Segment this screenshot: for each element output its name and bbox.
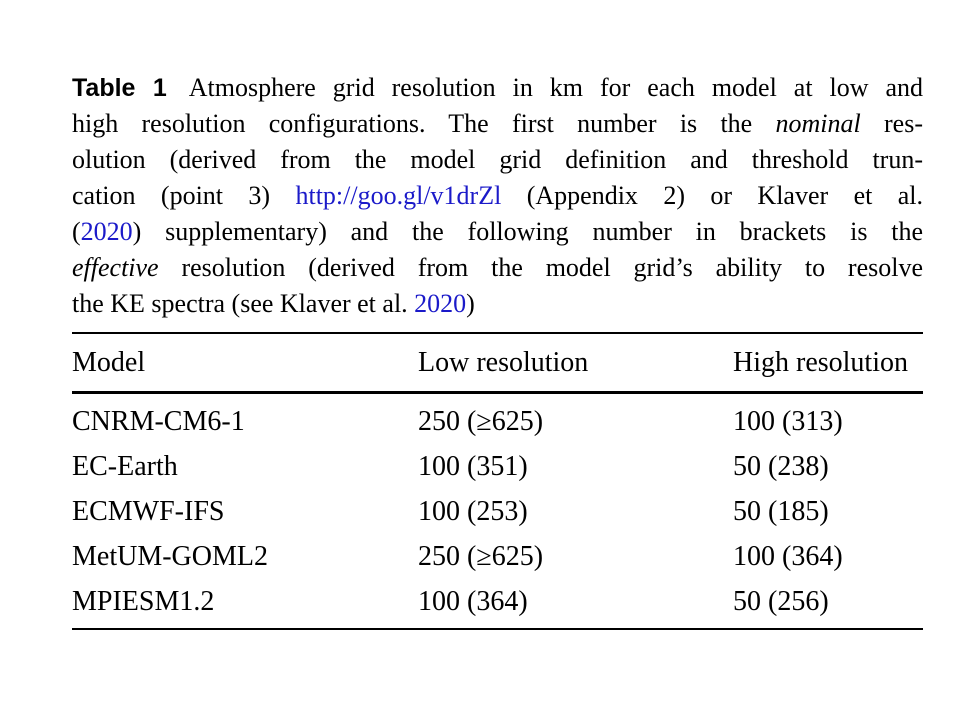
- table-row: MPIESM1.2 100 (364) 50 (256): [72, 579, 923, 624]
- caption-text: (Appendix 2) or Klaver et al.: [501, 181, 923, 210]
- table-row: EC-Earth 100 (351) 50 (238): [72, 444, 923, 489]
- low-resolution-cell: 250 (≥625): [418, 540, 544, 572]
- url-link[interactable]: http://goo.gl/v1drZl: [295, 181, 502, 210]
- model-name-cell: MPIESM1.2: [72, 585, 215, 617]
- caption-line-3: olution (derived from the model grid def…: [72, 142, 923, 178]
- caption-line-1: Table 1 Atmosphere grid resolution in km …: [72, 70, 923, 106]
- table-row: ECMWF-IFS 100 (253) 50 (185): [72, 489, 923, 534]
- caption-line-4: cation (point 3) http://goo.gl/v1drZl (A…: [72, 178, 923, 214]
- column-header-model: Model: [72, 346, 146, 378]
- column-header-low-resolution: Low resolution: [418, 346, 589, 378]
- table-block: Table 1 Atmosphere grid resolution in km …: [72, 70, 923, 630]
- resolution-table: Model Low resolution High resolution CNR…: [72, 332, 923, 630]
- table-body: CNRM-CM6-1 250 (≥625) 100 (313) EC-Earth…: [72, 394, 923, 628]
- caption-line-5: (2020) supplementary) and the following …: [72, 214, 923, 250]
- high-resolution-cell: 50 (238): [733, 450, 829, 482]
- caption-text: cation (point 3): [72, 181, 296, 210]
- table-caption: Table 1 Atmosphere grid resolution in km …: [72, 70, 923, 322]
- table-header-rule: [72, 391, 923, 394]
- table-row: CNRM-CM6-1 250 (≥625) 100 (313): [72, 399, 923, 444]
- caption-text: the KE spectra (see Klaver et al.: [72, 289, 415, 318]
- caption-text: olution (derived from the model grid def…: [72, 145, 923, 174]
- high-resolution-cell: 50 (256): [733, 585, 829, 617]
- caption-line-6: effective resolution (derived from the m…: [72, 250, 923, 286]
- caption-text: high resolution configurations. The firs…: [72, 109, 776, 138]
- nominal-emphasis: nominal: [775, 109, 861, 138]
- high-resolution-cell: 100 (364): [733, 540, 843, 572]
- citation-year-link[interactable]: 2020: [80, 217, 133, 246]
- model-name-cell: ECMWF-IFS: [72, 495, 225, 527]
- model-name-cell: EC-Earth: [72, 450, 178, 482]
- low-resolution-cell: 100 (253): [418, 495, 528, 527]
- caption-text: ) supplementary) and the following numbe…: [132, 217, 923, 246]
- table-bottom-rule: [72, 628, 923, 630]
- caption-line-7: the KE spectra (see Klaver et al. 2020): [72, 286, 923, 322]
- caption-text: ): [466, 289, 475, 318]
- high-resolution-cell: 50 (185): [733, 495, 829, 527]
- caption-text: Atmosphere grid resolution in km for eac…: [188, 73, 924, 102]
- effective-emphasis: effective: [72, 253, 159, 282]
- table-header-row: Model Low resolution High resolution: [72, 334, 923, 391]
- caption-text: resolution (derived from the model grid’…: [158, 253, 923, 282]
- column-header-high-resolution: High resolution: [733, 346, 908, 378]
- model-name-cell: MetUM-GOML2: [72, 540, 268, 572]
- citation-year-link[interactable]: 2020: [414, 289, 467, 318]
- table-row: MetUM-GOML2 250 (≥625) 100 (364): [72, 534, 923, 579]
- caption-line-2: high resolution configurations. The firs…: [72, 106, 923, 142]
- model-name-cell: CNRM-CM6-1: [72, 405, 245, 437]
- caption-text: res-: [860, 109, 923, 138]
- low-resolution-cell: 250 (≥625): [418, 405, 544, 437]
- table-top-rule: [72, 332, 923, 334]
- low-resolution-cell: 100 (364): [418, 585, 528, 617]
- high-resolution-cell: 100 (313): [733, 405, 843, 437]
- low-resolution-cell: 100 (351): [418, 450, 528, 482]
- table-number-label: Table 1: [72, 74, 167, 102]
- caption-text: (: [72, 217, 81, 246]
